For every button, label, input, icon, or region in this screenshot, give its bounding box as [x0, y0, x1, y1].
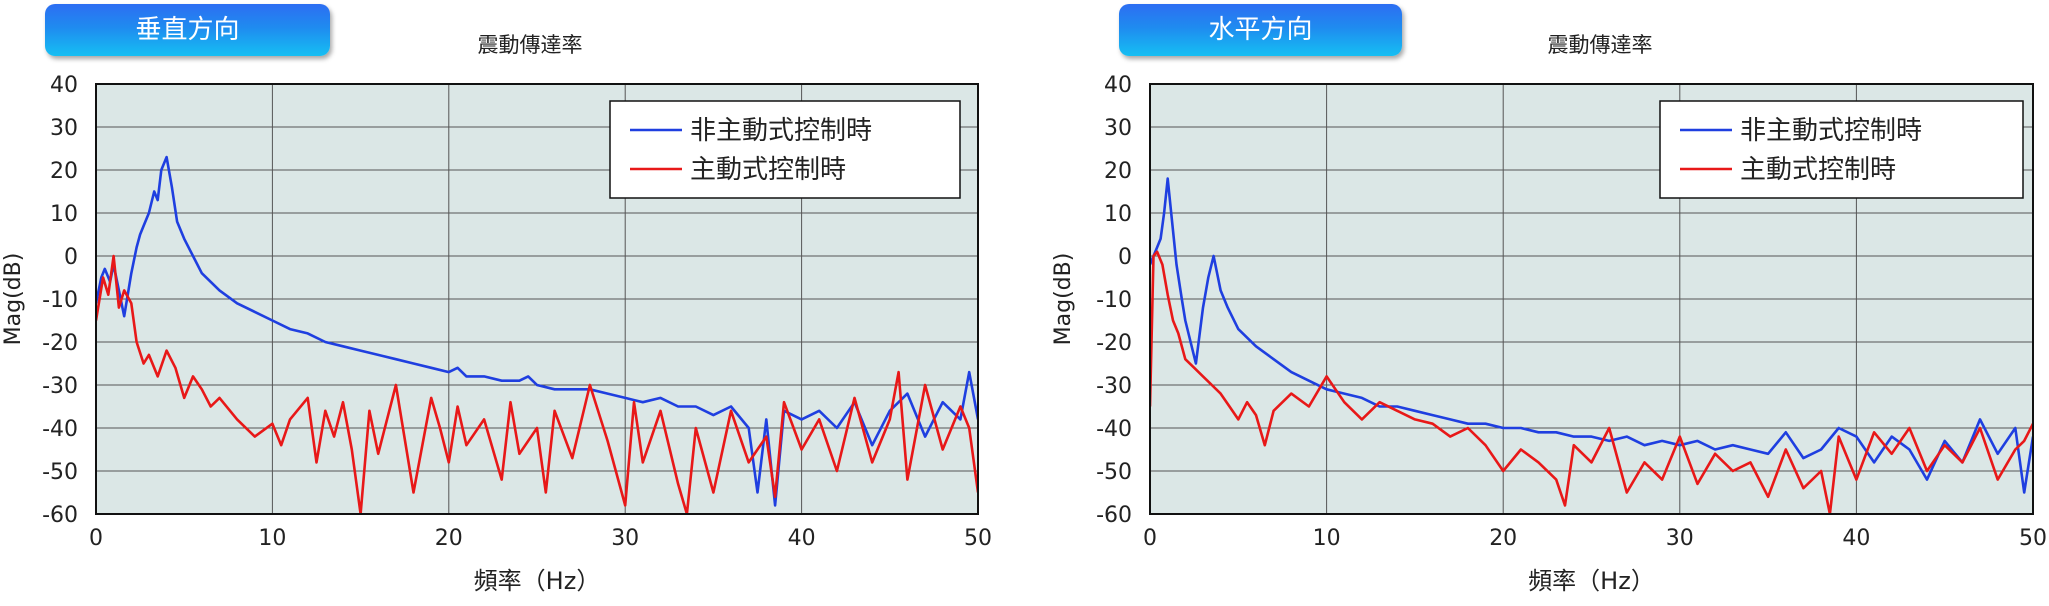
y-tick-label: 40	[50, 73, 78, 98]
x-axis-label: 頻率（Hz）	[474, 567, 601, 595]
y-tick-label: -10	[42, 288, 78, 313]
y-tick-label: -50	[1096, 460, 1132, 485]
legend-box	[1659, 100, 2024, 199]
x-tick-label: 30	[1666, 526, 1694, 551]
x-tick-label: 10	[1313, 526, 1341, 551]
x-tick-label: 50	[964, 526, 992, 551]
x-tick-label: 0	[1143, 526, 1157, 551]
horizontal-transmissibility-chart: 震動傳達率 0 10 20 30 40 50 40 30 20 10 0 -10 -20 -30 -40 -50…	[1051, 33, 2047, 595]
y-tick-label: -50	[42, 460, 78, 485]
y-tick-label: 30	[1104, 116, 1132, 141]
y-axis-label: Mag(dB)	[1, 253, 26, 346]
horizontal-panel: 水平方向 震動傳達率 0 10 20 30 40 50 40 30 20 10 0 -10 -20 -30 -…	[1050, 0, 2049, 606]
series-line-active	[1150, 250, 2033, 514]
series-line-passive	[1150, 177, 2033, 494]
chart-title: 震動傳達率	[1548, 33, 1653, 57]
y-tick-label: 0	[1118, 245, 1132, 270]
y-tick-label: -20	[42, 331, 78, 356]
y-tick-label: 10	[1104, 202, 1132, 227]
x-tick-label: 30	[611, 526, 639, 551]
legend-box	[609, 100, 961, 199]
y-tick-label: -60	[42, 503, 78, 528]
x-tick-label: 40	[788, 526, 816, 551]
x-tick-label: 20	[435, 526, 463, 551]
y-tick-label: -60	[1096, 503, 1132, 528]
y-tick-label: -10	[1096, 288, 1132, 313]
y-tick-label: -30	[42, 374, 78, 399]
plot-frame	[1149, 83, 2034, 515]
y-tick-label: -20	[1096, 331, 1132, 356]
y-tick-label: 0	[64, 245, 78, 270]
series-line-active	[96, 254, 978, 514]
x-tick-label: 40	[1842, 526, 1870, 551]
x-tick-label: 20	[1489, 526, 1517, 551]
legend-label: 非主動式控制時	[1740, 116, 1922, 146]
y-tick-label: 10	[50, 202, 78, 227]
panel-label-badge: 垂直方向	[45, 4, 330, 56]
y-tick-label: 20	[50, 159, 78, 184]
y-tick-label: -30	[1096, 374, 1132, 399]
y-tick-label: -40	[1096, 417, 1132, 442]
vertical-transmissibility-chart: 震動傳達率 0 10 20 30 40 50 40 30 20 10 0 -10 -20 -30 -40 -50…	[1, 33, 992, 595]
vertical-panel: 垂直方向 震動傳達率 0 10 20 30 40 50 40 30 20 10 0 -10 -20 -30 -…	[1, 4, 992, 595]
x-tick-label: 0	[89, 526, 103, 551]
legend-label: 主動式控制時	[690, 155, 846, 185]
y-tick-label: 30	[50, 116, 78, 141]
y-tick-label: 40	[1104, 73, 1132, 98]
legend-label: 非主動式控制時	[690, 116, 872, 146]
legend-label: 主動式控制時	[1740, 155, 1896, 185]
x-tick-label: 10	[258, 526, 286, 551]
x-axis-label: 頻率（Hz）	[1528, 567, 1655, 595]
panel-label-badge: 水平方向	[1119, 4, 1402, 56]
x-tick-label: 50	[2019, 526, 2047, 551]
chart-title: 震動傳達率	[478, 33, 583, 57]
series-line-passive	[96, 155, 978, 507]
y-tick-label: -40	[42, 417, 78, 442]
y-axis-label: Mag(dB)	[1051, 253, 1076, 346]
plot-frame	[95, 83, 979, 515]
y-tick-label: 20	[1104, 159, 1132, 184]
